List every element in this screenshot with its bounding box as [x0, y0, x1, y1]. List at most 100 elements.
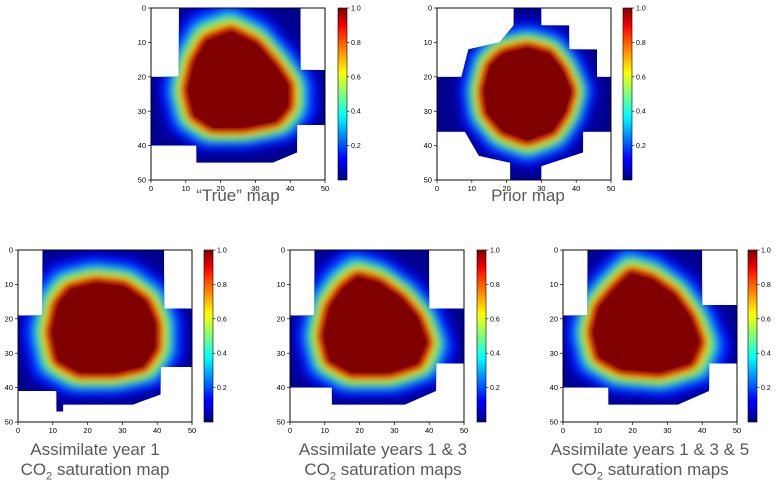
y-tick-label: 20 [277, 314, 285, 323]
colorbar-tick-label: 0.8 [761, 282, 771, 289]
colorbar-tick-label: 0.8 [636, 40, 646, 47]
x-tick-label: 0 [16, 426, 20, 435]
saturation-field [151, 8, 325, 163]
caption-line: CO2 saturation maps [571, 460, 729, 483]
colorbar-tick-label: 0.2 [217, 385, 227, 392]
x-tick-label: 20 [83, 426, 91, 435]
y-tick-label: 0 [281, 246, 285, 255]
colorbar-tick-label: 0.2 [761, 385, 771, 392]
colorbar-tick-label: 1.0 [217, 248, 227, 255]
y-tick-label: 0 [9, 246, 13, 255]
panel-caption-3: Assimilate year 1 CO2 saturation map [0, 440, 245, 483]
plume-core-solid [323, 276, 427, 373]
colorbar-tick-label: 1.0 [636, 6, 646, 13]
x-tick-label: 50 [188, 426, 196, 435]
x-tick-label: 10 [182, 184, 190, 193]
panel-caption-1: “True” map [88, 186, 388, 206]
y-tick-label: 10 [550, 280, 558, 289]
y-tick-label: 20 [424, 72, 432, 81]
x-tick-label: 0 [435, 184, 439, 193]
y-tick-label: 20 [550, 314, 558, 323]
x-tick-label: 50 [321, 184, 329, 193]
colorbar-tick-label: 0.6 [217, 316, 227, 323]
y-tick-label: 40 [550, 383, 558, 392]
x-tick-label: 30 [251, 184, 259, 193]
x-tick-label: 10 [49, 426, 57, 435]
y-tick-label: 30 [550, 349, 558, 358]
y-tick-label: 0 [428, 4, 432, 13]
caption-line: Prior map [491, 186, 565, 205]
y-tick-label: 0 [554, 246, 558, 255]
x-tick-label: 40 [286, 184, 294, 193]
colorbar-tick-label: 0.2 [490, 385, 500, 392]
x-tick-label: 0 [288, 426, 292, 435]
y-tick-label: 50 [277, 418, 285, 427]
colorbar-tick-label: 0.4 [217, 351, 227, 358]
caption-line: CO2 saturation map [20, 460, 170, 483]
y-tick-label: 30 [138, 107, 146, 116]
x-tick-label: 10 [594, 426, 602, 435]
colorbar-tick-label: 0.6 [490, 316, 500, 323]
x-tick-label: 40 [698, 426, 706, 435]
colorbar [747, 249, 758, 423]
x-tick-label: 40 [153, 426, 161, 435]
colorbar-tick-label: 1.0 [490, 248, 500, 255]
y-tick-label: 50 [138, 176, 146, 185]
y-tick-label: 30 [424, 107, 432, 116]
saturation-field [18, 250, 192, 412]
x-tick-label: 40 [425, 426, 433, 435]
y-tick-label: 40 [138, 141, 146, 150]
x-tick-label: 50 [607, 184, 615, 193]
colorbar [622, 7, 633, 181]
y-tick-label: 50 [550, 418, 558, 427]
colorbar-tick-label: 0.6 [351, 74, 361, 81]
saturation-field [290, 250, 464, 405]
colorbar-tick-label: 0.8 [217, 282, 227, 289]
y-tick-label: 40 [424, 141, 432, 150]
colorbar-tick-label: 0.8 [490, 282, 500, 289]
y-tick-label: 30 [5, 349, 13, 358]
colorbar-tick-label: 0.4 [351, 109, 361, 116]
colorbar-tick-label: 0.4 [490, 351, 500, 358]
colorbar-tick-label: 0.6 [761, 316, 771, 323]
y-tick-label: 10 [277, 280, 285, 289]
y-tick-label: 20 [138, 72, 146, 81]
y-tick-label: 50 [424, 176, 432, 185]
x-tick-label: 40 [572, 184, 580, 193]
colorbar [337, 7, 348, 181]
x-tick-label: 20 [628, 426, 636, 435]
x-tick-label: 50 [460, 426, 468, 435]
y-tick-label: 50 [5, 418, 13, 427]
caption-line: Assimilate years 1 & 3 [298, 440, 468, 459]
colorbar-tick-label: 0.4 [636, 109, 646, 116]
panel-caption-5: Assimilate years 1 & 3 & 5 CO2 saturation… [500, 440, 776, 483]
colorbar [203, 249, 214, 423]
x-tick-label: 30 [118, 426, 126, 435]
x-tick-label: 30 [537, 184, 545, 193]
colorbar-tick-label: 0.4 [761, 351, 771, 358]
colorbar [476, 249, 487, 423]
caption-line: CO2 saturation maps [304, 460, 462, 483]
x-tick-label: 30 [390, 426, 398, 435]
y-tick-label: 10 [138, 38, 146, 47]
y-tick-label: 30 [277, 349, 285, 358]
x-tick-label: 20 [502, 184, 510, 193]
x-tick-label: 10 [468, 184, 476, 193]
colorbar-tick-label: 1.0 [351, 6, 361, 13]
y-tick-label: 10 [424, 38, 432, 47]
colorbar-tick-label: 0.2 [636, 143, 646, 150]
saturation-field [437, 8, 611, 180]
x-tick-label: 20 [216, 184, 224, 193]
colorbar-tick-label: 0.2 [351, 143, 361, 150]
colorbar-tick-label: 0.6 [636, 74, 646, 81]
colorbar-tick-label: 1.0 [761, 248, 771, 255]
y-tick-label: 10 [5, 280, 13, 289]
plume-core-solid [187, 31, 289, 128]
x-tick-label: 30 [663, 426, 671, 435]
